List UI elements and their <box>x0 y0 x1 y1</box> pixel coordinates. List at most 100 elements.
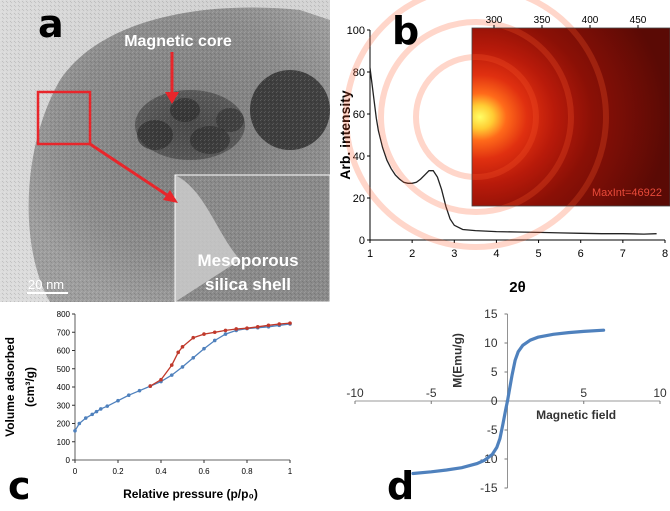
desorption-point <box>202 332 206 336</box>
y-tick-label: 20 <box>353 193 365 205</box>
x-tick-label: 4 <box>493 248 499 260</box>
adsorption-point <box>83 416 88 420</box>
adsorption-line <box>74 323 291 432</box>
inset-tick-label: 300 <box>486 15 503 26</box>
y-tick-label: 80 <box>353 67 365 79</box>
core-label: Magnetic core <box>124 33 232 50</box>
adsorption-point <box>223 332 228 336</box>
desorption-point <box>159 377 163 382</box>
y-tick-label: 60 <box>353 109 365 121</box>
x-tick-label: 1 <box>367 248 373 260</box>
adsorption-point <box>180 365 185 369</box>
panel-b-label: b <box>392 9 420 53</box>
y-tick-label: 15 <box>484 307 498 321</box>
desorption-point <box>148 384 153 388</box>
x-tick-label: 7 <box>620 248 626 260</box>
saxs-ring <box>413 54 539 180</box>
panel-a-label: a <box>38 2 64 46</box>
y-tick-label: 0 <box>491 394 498 408</box>
adsorption-point <box>202 346 206 351</box>
inset-tick-label: 450 <box>630 15 647 26</box>
desorption-point <box>288 321 292 325</box>
desorption-point <box>255 324 260 329</box>
adsorption-point <box>126 393 131 398</box>
y-tick-label: 0 <box>66 456 71 465</box>
y-tick-label: -10 <box>480 452 498 466</box>
x-axis-label: Relative pressure (p/p₀) <box>123 487 258 501</box>
y-tick-label: 10 <box>484 336 498 350</box>
saxs-ring <box>378 19 574 215</box>
y-axis-label-line2: (cm³/g) <box>23 367 37 407</box>
adsorption-point <box>99 407 103 411</box>
y-tick-label: 5 <box>491 365 498 379</box>
inset-maxint-text: MaxInt=46922 <box>592 187 662 199</box>
x-tick-label: 1 <box>288 467 293 476</box>
saxs-ring <box>343 0 609 250</box>
y-tick-label: 600 <box>57 347 71 356</box>
y-tick-label: 200 <box>57 420 71 429</box>
y-tick-label: -15 <box>480 481 498 495</box>
panel-c-label: c <box>8 464 31 508</box>
x-tick-label: 0.6 <box>198 467 210 476</box>
desorption-point <box>180 345 185 349</box>
desorption-point <box>212 330 217 335</box>
panel-b: 0 20 40 60 80 100 1 2 3 4 5 6 7 8 Arb. intensity 2θ 300 3… <box>330 0 670 302</box>
shell-label-line2: silica shell <box>205 275 291 294</box>
desorption-point <box>266 323 271 328</box>
adsorption-point <box>77 421 82 426</box>
magnetization-chart: -15 -10 -5 0 5 10 15 -10 -5 5 10 M(Emu/g) Magnetic f… <box>346 307 667 495</box>
y-tick-label: 500 <box>57 365 71 374</box>
x-tick-label: -10 <box>346 386 364 400</box>
x-tick-label: 2 <box>409 248 415 260</box>
tem-image: Magnetic core Mesoporous silica shell 20… <box>0 0 331 303</box>
scale-bar-label: 20 nm <box>28 277 64 292</box>
desorption-point <box>223 328 228 333</box>
y-tick-label: 800 <box>57 310 71 319</box>
shell-label-line1: Mesoporous <box>197 251 298 270</box>
adsorption-point <box>90 412 94 417</box>
x-tick-label: 0.4 <box>155 467 167 476</box>
y-tick-label: 700 <box>57 328 71 337</box>
xrd-series-line <box>369 67 657 235</box>
adsorption-point <box>116 398 120 403</box>
x-tick-label: 3 <box>451 248 457 260</box>
x-tick-label: -5 <box>426 386 437 400</box>
x-tick-label: 8 <box>662 248 668 260</box>
desorption-point <box>234 327 239 331</box>
y-tick-label: -5 <box>487 423 498 437</box>
xrd-chart: 0 20 40 60 80 100 1 2 3 4 5 6 7 8 Arb. intensity 2θ 300 3… <box>337 0 670 296</box>
panel-d-label: d <box>387 464 415 508</box>
zoom-arrow <box>89 142 171 199</box>
adsorption-point <box>169 373 174 377</box>
x-tick-label: 0.2 <box>112 467 124 476</box>
x-axis-label: 2θ <box>509 279 525 296</box>
x-tick-label: 10 <box>653 386 667 400</box>
desorption-point <box>277 322 282 326</box>
adsorption-point <box>94 409 99 414</box>
inset-tick-label: 400 <box>582 15 599 26</box>
y-axis-label: M(Emu/g) <box>451 333 465 388</box>
x-tick-label: 5 <box>580 386 587 400</box>
x-tick-label: 6 <box>578 248 584 260</box>
adsorption-point <box>212 338 217 343</box>
desorption-point <box>191 335 196 340</box>
x-tick-label: 0.8 <box>241 467 253 476</box>
y-tick-label: 100 <box>347 25 365 37</box>
y-tick-label: 40 <box>353 151 365 163</box>
isotherm-chart: 0 100 200 300 400 500 600 700 800 0 0.2 0.4 0.6 0.8 1 V… <box>3 310 293 501</box>
panel-c: 0 100 200 300 400 500 600 700 800 0 0.2 0.4 0.6 0.8 1 V… <box>0 302 305 506</box>
desorption-point <box>245 326 249 331</box>
x-tick-label: 5 <box>536 248 542 260</box>
y-axis-label: Arb. intensity <box>337 90 353 180</box>
y-tick-label: 100 <box>57 438 71 447</box>
desorption-point <box>169 363 174 367</box>
y-tick-label: 400 <box>57 383 71 392</box>
desorption-point <box>176 350 180 355</box>
y-axis-label-line1: Volume adsorbed <box>3 337 17 437</box>
highlight-box <box>36 90 92 146</box>
adsorption-point <box>137 388 142 393</box>
y-tick-label: 300 <box>57 401 71 410</box>
magnetization-curve <box>411 328 606 476</box>
adsorption-point <box>73 429 77 433</box>
saxs-inset-frame <box>471 27 670 207</box>
